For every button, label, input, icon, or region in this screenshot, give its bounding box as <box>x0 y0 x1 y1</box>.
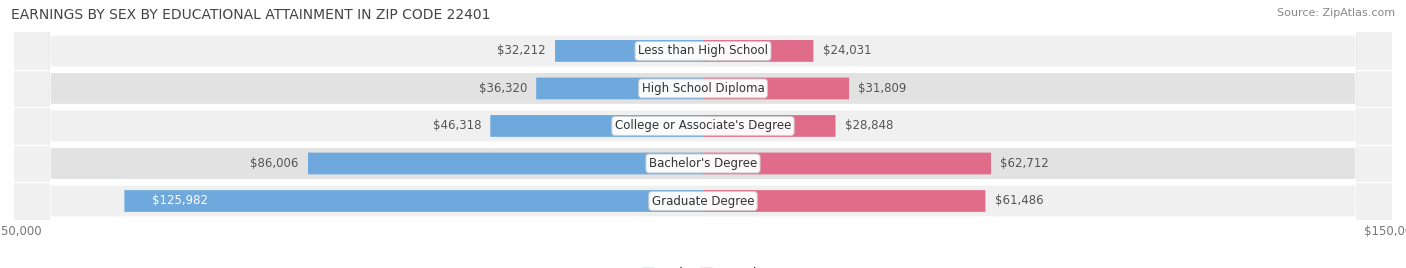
FancyBboxPatch shape <box>14 0 1392 268</box>
FancyBboxPatch shape <box>14 0 1392 268</box>
FancyBboxPatch shape <box>124 190 703 212</box>
Text: $24,031: $24,031 <box>823 44 872 57</box>
Text: $125,982: $125,982 <box>152 195 208 207</box>
Text: Less than High School: Less than High School <box>638 44 768 57</box>
FancyBboxPatch shape <box>308 152 703 174</box>
Text: Bachelor's Degree: Bachelor's Degree <box>650 157 756 170</box>
Text: $31,809: $31,809 <box>858 82 907 95</box>
Text: $86,006: $86,006 <box>250 157 299 170</box>
Legend: Male, Female: Male, Female <box>637 263 769 268</box>
Text: EARNINGS BY SEX BY EDUCATIONAL ATTAINMENT IN ZIP CODE 22401: EARNINGS BY SEX BY EDUCATIONAL ATTAINMEN… <box>11 8 491 22</box>
FancyBboxPatch shape <box>14 0 1392 268</box>
Text: High School Diploma: High School Diploma <box>641 82 765 95</box>
Text: $36,320: $36,320 <box>478 82 527 95</box>
FancyBboxPatch shape <box>703 40 814 62</box>
FancyBboxPatch shape <box>536 77 703 99</box>
Text: $28,848: $28,848 <box>845 120 893 132</box>
Text: College or Associate's Degree: College or Associate's Degree <box>614 120 792 132</box>
Text: $32,212: $32,212 <box>498 44 546 57</box>
FancyBboxPatch shape <box>703 152 991 174</box>
Text: $61,486: $61,486 <box>994 195 1043 207</box>
FancyBboxPatch shape <box>14 0 1392 268</box>
FancyBboxPatch shape <box>555 40 703 62</box>
FancyBboxPatch shape <box>703 190 986 212</box>
FancyBboxPatch shape <box>703 77 849 99</box>
FancyBboxPatch shape <box>491 115 703 137</box>
FancyBboxPatch shape <box>703 115 835 137</box>
Text: Source: ZipAtlas.com: Source: ZipAtlas.com <box>1277 8 1395 18</box>
Text: Graduate Degree: Graduate Degree <box>652 195 754 207</box>
Text: $62,712: $62,712 <box>1000 157 1049 170</box>
FancyBboxPatch shape <box>14 0 1392 268</box>
Text: $46,318: $46,318 <box>433 120 481 132</box>
